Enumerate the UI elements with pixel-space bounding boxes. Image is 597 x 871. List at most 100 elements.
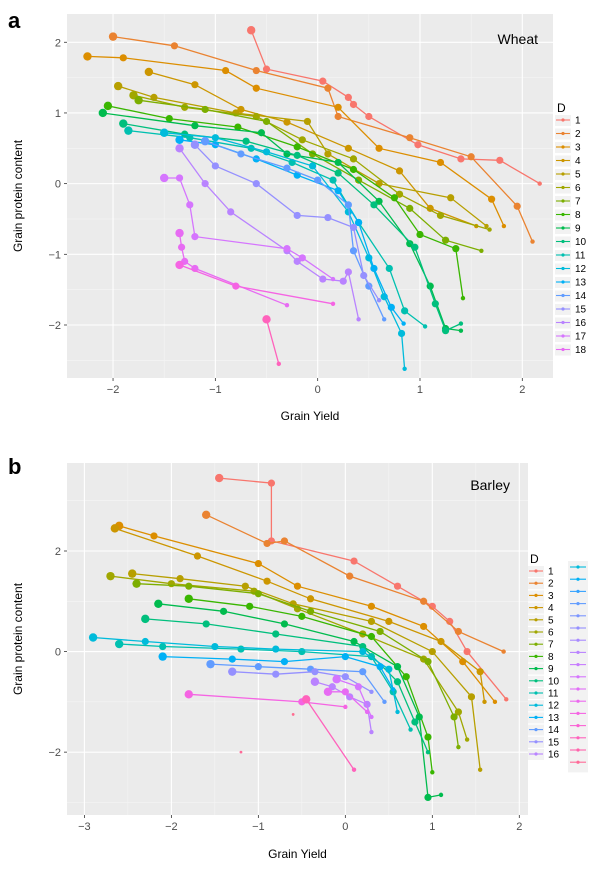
data-point [263,577,271,585]
legend-label: 6 [548,628,554,639]
data-point [252,180,260,188]
series-15 [228,667,374,694]
data-point [262,117,271,126]
data-point [460,295,466,301]
legend-item-unlabeled [570,760,586,764]
data-point [237,105,245,114]
data-point [252,84,260,92]
legend-label: 6 [575,183,581,194]
y-tick-label: −1 [48,249,61,261]
data-point [385,617,393,626]
x-axis-title: Grain Yield [281,409,340,423]
data-point [376,627,384,636]
legend-key-dot [561,253,565,257]
data-point [349,155,358,163]
data-point [159,642,167,651]
series-2 [201,510,506,654]
data-point [324,150,332,158]
legend-key-dot [534,581,538,585]
data-point [356,317,361,322]
legend-item: 13 [555,277,587,289]
legend-label: 13 [575,278,587,289]
series-13 [158,652,396,692]
data-point [237,150,245,158]
data-point [351,767,357,772]
legend-item-unlabeled [570,577,586,581]
data-point [369,729,374,735]
data-point [402,673,410,681]
data-point [376,663,384,671]
data-point [393,663,402,671]
legend-item: 16 [528,749,560,761]
legend-label: 14 [575,291,587,302]
data-point [344,93,352,102]
data-point [160,128,169,137]
series-extra-19 [262,315,281,367]
data-point [332,675,341,684]
data-point [175,260,184,270]
legend-item-unlabeled [570,638,586,642]
data-point [293,211,301,220]
data-point [144,67,154,77]
legend-item: 9 [555,223,581,235]
data-point [430,770,435,775]
legend-label: 11 [548,689,559,700]
data-point [467,153,475,161]
data-point [177,243,186,251]
data-point [158,652,167,661]
data-point [303,117,312,126]
data-point [537,181,542,186]
species-label: Barley [470,477,510,493]
legend-item-unlabeled [570,614,586,618]
data-point [293,151,301,159]
legend-key-dot [576,602,580,606]
series-3 [83,52,507,229]
data-point [276,361,281,367]
data-point [308,162,317,170]
legend-item: 15 [528,736,560,748]
legend-item: 10 [528,675,560,687]
data-point [298,136,306,144]
legend-item: 7 [528,639,554,651]
legend-key-dot [561,266,565,271]
legend-item: 1 [528,566,554,578]
data-point [330,301,336,306]
data-point [420,622,428,631]
data-point [402,366,407,372]
x-tick-label: 2 [519,384,525,396]
legend-label: 5 [575,170,581,181]
data-point [319,275,327,283]
y-tick-label: 2 [55,37,61,49]
legend-key-dot [576,675,580,679]
data-point [262,315,271,324]
legend-label: 2 [575,129,581,140]
data-point [364,709,370,715]
data-point [329,176,337,184]
legend-item-unlabeled [570,724,586,728]
legend-key-dot [561,131,565,136]
data-point [232,282,240,290]
data-point [393,582,402,590]
legend-key-dot [576,748,580,752]
data-point [484,223,489,229]
legend-label: 12 [575,264,587,275]
legend-item: 2 [528,578,554,590]
data-point [211,642,219,651]
series-10 [141,614,431,755]
data-point [154,599,163,608]
data-point [343,704,348,710]
data-point [436,158,445,167]
data-point [436,211,445,220]
data-point [341,653,349,661]
data-point [424,733,432,741]
series-line [158,603,442,799]
legend-item: 8 [555,209,581,221]
legend-key-dot [534,703,538,707]
data-point [311,668,319,676]
legend-item: 4 [528,602,554,614]
legend-key-dot [534,740,538,744]
data-point [254,559,262,568]
x-tick-label: 0 [315,384,321,396]
series-line [136,583,460,748]
